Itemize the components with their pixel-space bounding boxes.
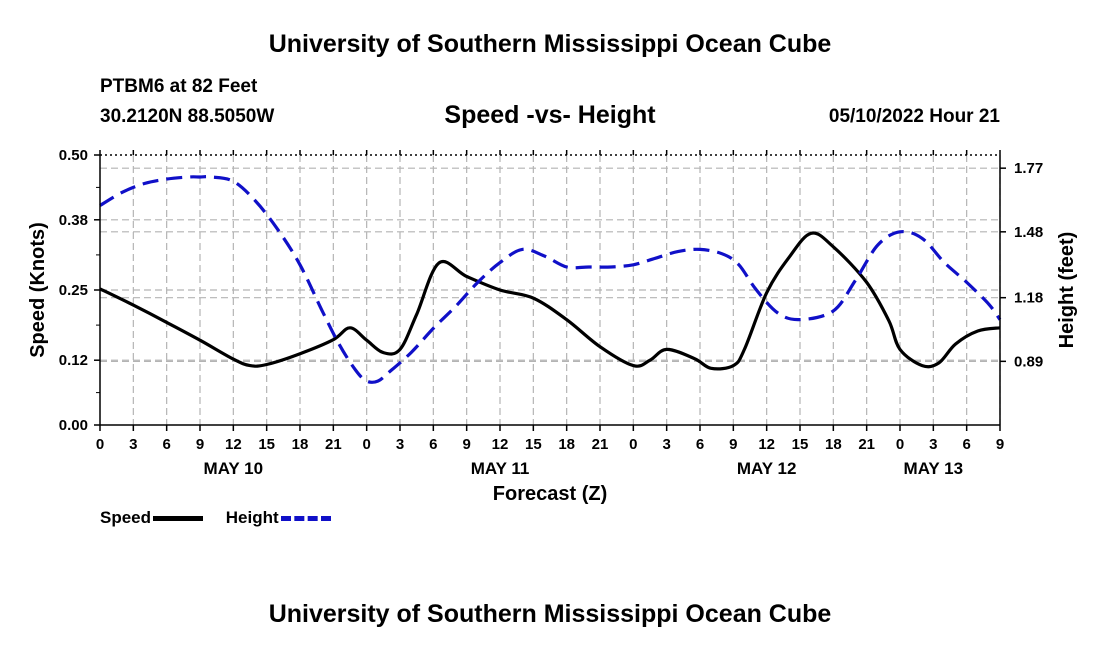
x-tick-label: 6 [696,436,704,453]
series-line-height [99,175,1002,384]
x-tick-label: 9 [196,436,204,453]
x-tick-label: 0 [362,436,370,453]
x-tick-label: 9 [996,436,1004,453]
legend-speed-label: Speed [100,508,152,527]
x-tick-label: 9 [462,436,470,453]
x-tick-label: 12 [758,436,775,453]
series-line-speed [99,231,1001,371]
x-tick-label: 6 [162,436,170,453]
x-axis-title: Forecast (Z) [493,483,607,505]
y-tick-label: 0.25 [59,282,88,299]
legend-height-swatch [280,516,331,522]
date-label: MAY 10 [204,459,264,478]
x-tick-label: 9 [729,436,737,453]
x-tick-label: 0 [629,436,637,453]
coordinates-label: 30.2120N 88.5050W [100,106,275,127]
x-tick-label: 6 [429,436,437,453]
chart-title: Speed -vs- Height [444,101,656,129]
y-axis-title: Speed (Knots) [27,222,49,358]
x-tick-label: 3 [929,436,937,453]
legend-speed: Speed [100,508,204,528]
x-tick-label: 21 [858,436,875,453]
chart-frame [94,150,1006,431]
x-tick-label: 3 [396,436,404,453]
x-tick-label: 15 [258,436,275,453]
x-tick-label: 0 [96,436,104,453]
y2-tick-label: 1.18 [1014,290,1043,307]
station-label: PTBM6 at 82 Feet [100,76,258,97]
x-tick-label: 15 [525,436,542,453]
x-tick-label: 18 [558,436,575,453]
x-tick-label: 3 [662,436,670,453]
y2-tick-label: 0.89 [1014,353,1043,370]
y2-axis-title: Height (feet) [1056,232,1078,349]
legend-height-label: Height [225,508,279,527]
x-tick-label: 18 [825,436,842,453]
x-tick-label: 21 [325,436,342,453]
x-tick-label: 21 [592,436,609,453]
x-tick-label: 6 [962,436,970,453]
x-tick-label: 12 [225,436,242,453]
date-label: MAY 13 [904,459,964,478]
y-tick-label: 0.12 [59,352,88,369]
y2-tick-label: 1.48 [1014,224,1043,241]
page-title: University of Southern Mississippi Ocean… [268,30,832,58]
forecast-datetime: 05/10/2022 Hour 21 [828,106,1000,127]
series-layer [99,175,1002,384]
x-tick-label: 18 [292,436,309,453]
x-tick-label: 12 [492,436,509,453]
legend-speed-swatch [153,516,204,522]
x-tick-label: 15 [792,436,809,453]
legend: Speed Height [100,508,349,528]
y-tick-label: 0.50 [59,147,88,164]
footer-title: University of Southern Mississippi Ocean… [268,600,832,628]
grid [100,155,1001,425]
y-tick-label: 0.00 [59,417,88,434]
axis-labels: 0 3 6 9 12 15 18 21 0 3 6 9 12 15 18 21 0 3 6 9 12 15 18 21 0 3 6 9… [27,147,1078,505]
date-label: MAY 11 [471,459,530,478]
y2-tick-label: 1.77 [1014,160,1043,177]
x-tick-label: 0 [896,436,904,453]
x-tick-label: 3 [129,436,137,453]
date-label: MAY 12 [737,459,797,478]
y-tick-label: 0.38 [59,212,88,229]
legend-height: Height [226,508,331,528]
